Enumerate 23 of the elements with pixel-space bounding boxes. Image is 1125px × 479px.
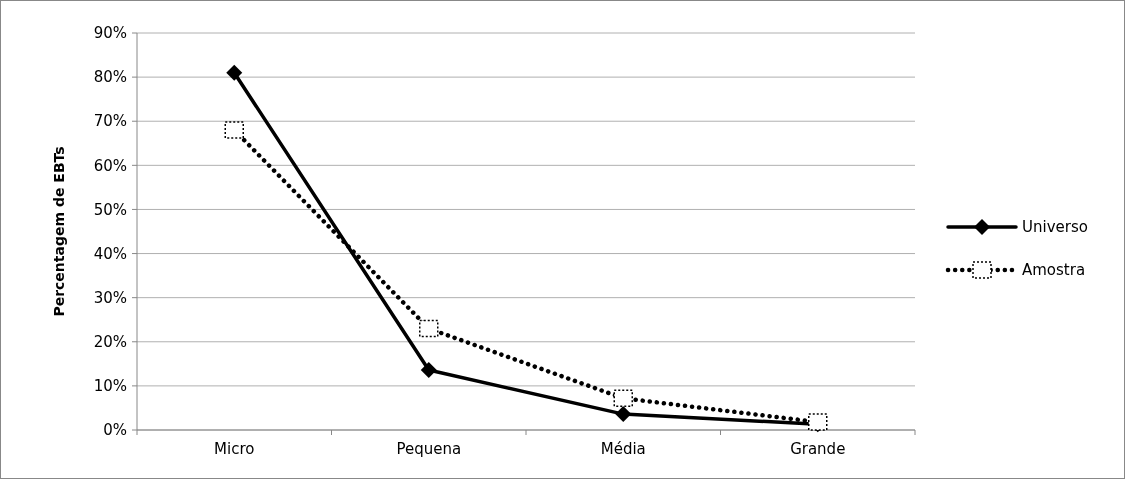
y-tick-label: 70% <box>93 112 127 131</box>
x-tick-label: Grande <box>790 440 846 458</box>
point <box>224 121 244 139</box>
y-tick-label: 20% <box>93 333 127 352</box>
y-tick-label: 90% <box>93 24 127 43</box>
y-tick-label: 10% <box>93 377 127 396</box>
y-tick-label: 50% <box>93 200 127 219</box>
point <box>420 362 437 379</box>
legend-label: Amostra <box>1022 261 1086 280</box>
y-tick-label: 60% <box>93 156 127 175</box>
y-tick-label: 0% <box>103 421 127 440</box>
point <box>613 389 633 407</box>
point <box>419 319 439 338</box>
point <box>615 406 632 423</box>
x-tick-label: Pequena <box>396 440 462 458</box>
y-tick-label: 30% <box>93 288 127 307</box>
x-tick-label: Média <box>600 440 646 458</box>
legend-label: Universo <box>1022 218 1088 237</box>
y-axis-title: Percentagem de EBTs <box>51 146 67 317</box>
point <box>226 64 243 81</box>
y-tick-label: 40% <box>93 244 127 263</box>
x-tick-label: Micro <box>214 440 255 458</box>
y-tick-label: 80% <box>93 68 127 87</box>
